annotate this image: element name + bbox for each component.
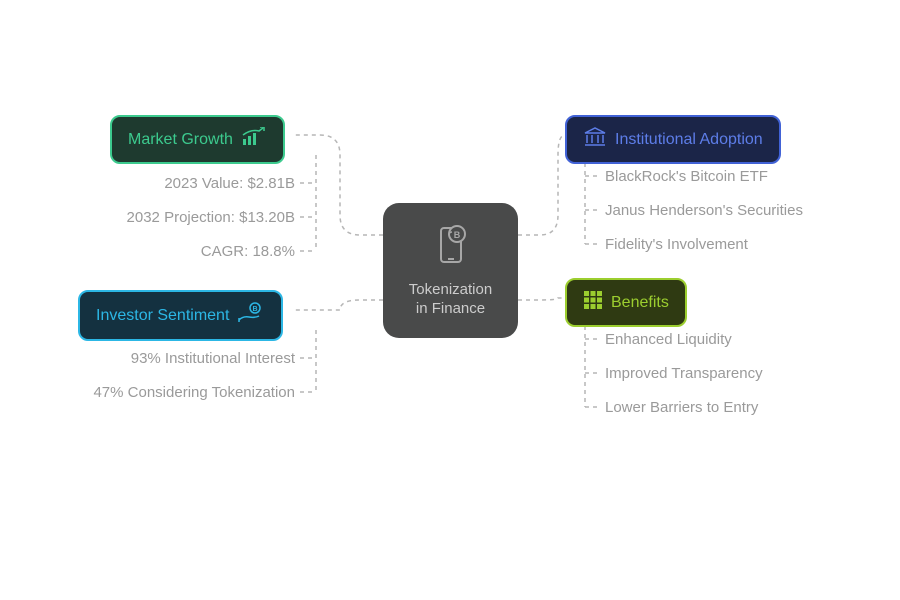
hand-coin-icon: B <box>237 302 265 329</box>
connector-center-institutional-adoption <box>518 135 565 235</box>
connector-center-investor-sentiment <box>295 300 383 310</box>
svg-text:B: B <box>253 306 258 313</box>
branch-label-institutional-adoption: Institutional Adoption <box>615 131 763 149</box>
leaf-mg-3: CAGR: 18.8% <box>201 243 295 260</box>
center-node: B Tokenization in Finance <box>383 203 518 338</box>
leaf-b-2: Improved Transparency <box>605 365 763 382</box>
leaf-mg-2: 2032 Projection: $13.20B <box>127 209 295 226</box>
branch-label-market-growth: Market Growth <box>128 131 233 149</box>
branch-benefits: Benefits <box>565 278 687 327</box>
leaf-is-2: 47% Considering Tokenization <box>93 384 295 401</box>
connector-center-market-growth <box>295 135 383 235</box>
branch-label-benefits: Benefits <box>611 294 669 312</box>
bank-icon <box>583 127 607 152</box>
leaf-ia-3: Fidelity's Involvement <box>605 236 748 253</box>
phone-bitcoin-icon: B <box>431 222 471 272</box>
leaf-b-3: Lower Barriers to Entry <box>605 399 758 416</box>
center-label-line2: in Finance <box>416 299 485 319</box>
branch-label-investor-sentiment: Investor Sentiment <box>96 307 229 325</box>
leaf-mg-1: 2023 Value: $2.81B <box>164 175 295 192</box>
leaf-b-1: Enhanced Liquidity <box>605 331 732 348</box>
chart-up-icon <box>241 127 267 152</box>
branch-investor-sentiment: Investor Sentiment B <box>78 290 283 341</box>
leaf-is-1: 93% Institutional Interest <box>131 350 295 367</box>
center-label-line1: Tokenization <box>409 280 492 300</box>
branch-market-growth: Market Growth <box>110 115 285 164</box>
svg-text:B: B <box>453 230 460 240</box>
connector-center-benefits <box>518 298 565 300</box>
leaf-ia-1: BlackRock's Bitcoin ETF <box>605 168 768 185</box>
branch-institutional-adoption: Institutional Adoption <box>565 115 781 164</box>
leaf-ia-2: Janus Henderson's Securities <box>605 202 803 219</box>
grid-icon <box>583 290 603 315</box>
